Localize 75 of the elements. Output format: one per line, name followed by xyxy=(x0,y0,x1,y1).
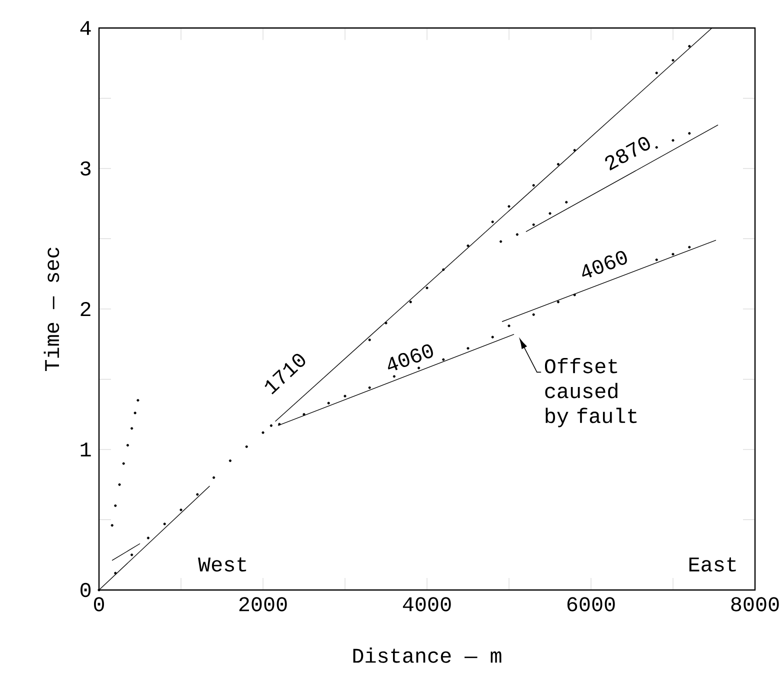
y-tick-label: 2 xyxy=(80,302,90,316)
point xyxy=(344,394,346,398)
point xyxy=(672,252,674,256)
point xyxy=(573,294,576,296)
point xyxy=(556,300,560,304)
point xyxy=(146,536,150,540)
point xyxy=(688,44,691,48)
x-tick-label: 4000 xyxy=(402,597,451,612)
point xyxy=(409,300,412,304)
point xyxy=(130,554,134,556)
point xyxy=(672,59,674,62)
point xyxy=(228,459,232,462)
point xyxy=(466,244,470,248)
x-axis-title: Distance — m xyxy=(353,648,502,663)
point xyxy=(516,233,519,236)
annotation: East xyxy=(689,557,736,572)
annotation: 4060 xyxy=(388,344,433,370)
x-tick-label: 8000 xyxy=(731,597,779,612)
point xyxy=(262,431,264,434)
point xyxy=(212,476,216,479)
point xyxy=(114,572,117,574)
point xyxy=(442,268,445,271)
annotation: West xyxy=(198,557,246,572)
y-tick-label: 1 xyxy=(80,442,91,456)
point xyxy=(368,338,371,342)
point xyxy=(134,412,136,414)
y-axis-title: Time — sec xyxy=(44,248,60,371)
point xyxy=(532,223,535,226)
point xyxy=(302,413,306,416)
point xyxy=(688,246,691,248)
point xyxy=(442,358,445,361)
point xyxy=(508,205,510,208)
x-tick-label: 0 xyxy=(94,597,104,612)
point xyxy=(136,399,140,402)
point xyxy=(491,220,494,224)
point xyxy=(532,184,535,187)
point xyxy=(196,493,199,496)
point xyxy=(114,504,117,507)
point xyxy=(163,522,166,526)
point xyxy=(548,212,552,215)
point xyxy=(245,445,248,448)
point xyxy=(110,524,114,527)
point xyxy=(126,444,130,447)
point xyxy=(573,148,576,152)
point xyxy=(426,286,428,290)
point xyxy=(500,240,502,243)
point xyxy=(532,313,535,316)
point xyxy=(122,462,125,465)
point xyxy=(466,347,470,350)
point xyxy=(180,508,182,512)
point xyxy=(278,422,281,426)
y-tick-label: 0 xyxy=(80,582,91,598)
point xyxy=(688,132,691,135)
point xyxy=(655,146,658,149)
point xyxy=(655,258,658,262)
x-tick-label: 6000 xyxy=(567,597,615,612)
point xyxy=(508,324,510,328)
y-tick-label: 3 xyxy=(80,161,91,176)
point xyxy=(672,139,674,142)
annotation: 2870 xyxy=(605,136,650,170)
annotation: 4060 xyxy=(582,250,627,278)
y-tick-label: 4 xyxy=(80,21,91,35)
point xyxy=(327,402,330,404)
point xyxy=(368,386,371,389)
x-tick-label: 2000 xyxy=(239,597,287,612)
point xyxy=(655,72,658,74)
point xyxy=(392,375,396,378)
point xyxy=(118,483,121,486)
point xyxy=(556,162,560,166)
point xyxy=(384,322,388,324)
point xyxy=(130,427,134,430)
point xyxy=(491,336,494,338)
point xyxy=(270,424,273,427)
point xyxy=(565,200,568,204)
annotation: Offset caused by fault xyxy=(544,358,637,428)
